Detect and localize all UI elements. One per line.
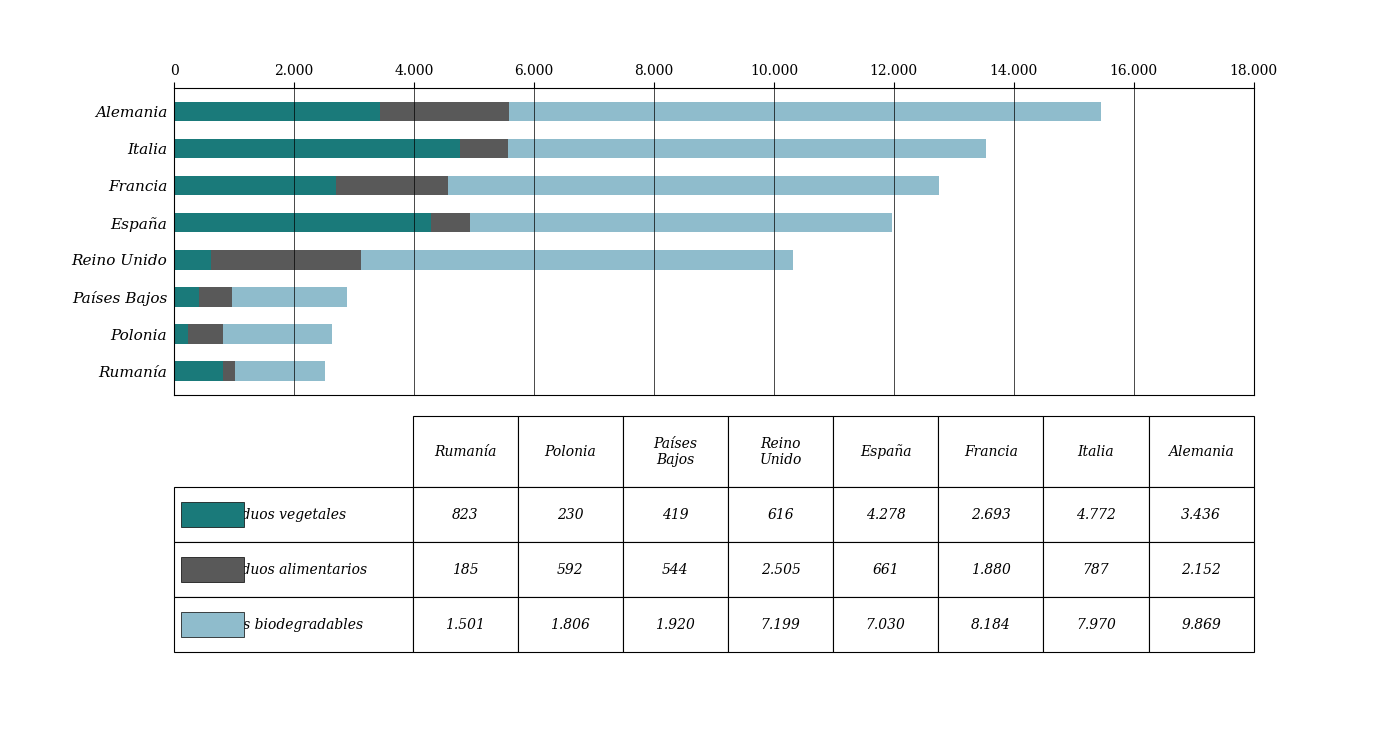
Bar xyxy=(174,250,212,270)
Bar xyxy=(223,325,332,344)
Bar xyxy=(174,361,223,380)
Bar xyxy=(188,325,223,344)
Bar xyxy=(174,139,460,158)
Bar xyxy=(174,213,430,232)
Bar xyxy=(471,213,892,232)
Bar xyxy=(336,176,449,196)
Bar xyxy=(449,176,939,196)
Bar xyxy=(174,176,336,196)
Bar xyxy=(181,502,244,527)
Bar xyxy=(361,250,793,270)
Bar xyxy=(223,361,234,380)
Bar xyxy=(380,102,510,121)
Bar xyxy=(199,287,231,306)
Bar xyxy=(460,139,507,158)
Bar xyxy=(174,287,199,306)
Bar xyxy=(181,613,244,637)
Bar xyxy=(212,250,361,270)
Bar xyxy=(174,102,380,121)
Bar xyxy=(181,557,244,582)
Bar xyxy=(174,325,188,344)
Bar xyxy=(231,287,347,306)
Bar xyxy=(234,361,325,380)
Bar xyxy=(510,102,1102,121)
Bar xyxy=(507,139,985,158)
Bar xyxy=(430,213,471,232)
